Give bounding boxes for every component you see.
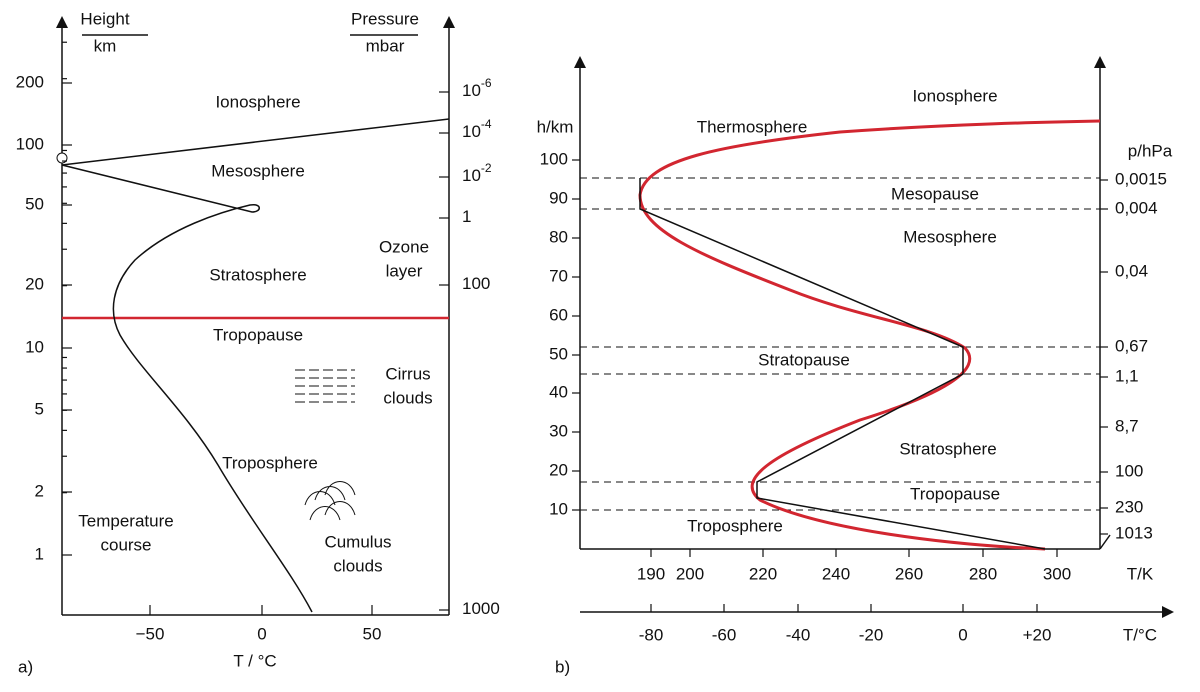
pressure-tick-label: 1013 (1115, 523, 1153, 542)
pressure-tick-label: 1000 (462, 599, 500, 618)
note-label: course (100, 535, 151, 554)
note-label: clouds (333, 556, 382, 575)
x-tick-label: −50 (136, 624, 165, 643)
pressure-base: 10 (462, 122, 481, 141)
pressure-base: 100 (462, 274, 490, 293)
pressure-base: 10 (462, 81, 481, 100)
note-label: Cumulus (324, 532, 391, 551)
region-label: Thermosphere (697, 117, 808, 136)
note-label: clouds (383, 388, 432, 407)
pressure-exp: -6 (481, 76, 492, 90)
y-tick-label: 40 (549, 382, 568, 401)
region-label: Mesopause (891, 184, 979, 203)
pressure-tick-label: 0,004 (1115, 198, 1158, 217)
region-label: Mesosphere (903, 227, 997, 246)
y-tick-label: 1 (35, 544, 44, 563)
x-tick-label: 50 (363, 624, 382, 643)
x-tick-label: 0 (958, 625, 967, 644)
pressure-base: 1000 (462, 599, 500, 618)
region-label: Tropopause (213, 325, 303, 344)
note-label: Ozone (379, 237, 429, 256)
axis-title: p/hPa (1128, 141, 1173, 160)
pressure-tick-label: 230 (1115, 497, 1143, 516)
x-tick-label: 280 (969, 564, 997, 583)
y-tick-label: 20 (549, 460, 568, 479)
x-tick-label: 220 (749, 564, 777, 583)
y-tick-label: 80 (549, 227, 568, 246)
y-tick-label: 50 (549, 344, 568, 363)
axis-title: T / °C (233, 651, 276, 670)
x-tick-label: 240 (822, 564, 850, 583)
pressure-tick-label: 1 (462, 207, 471, 226)
x-tick-label: -40 (786, 625, 811, 644)
axis-title: T/°C (1123, 625, 1157, 644)
axis-title: Pressure (351, 9, 419, 28)
x-tick-label: +20 (1023, 625, 1052, 644)
pressure-base: 10 (462, 166, 481, 185)
region-label: Troposphere (222, 453, 318, 472)
y-tick-label: 5 (35, 399, 44, 418)
pressure-tick-label: 10-2 (462, 161, 492, 185)
region-label: Mesosphere (211, 161, 305, 180)
pressure-tick-label: 10-4 (462, 117, 492, 141)
note-label: Temperature (78, 511, 173, 530)
panel-label: a) (18, 657, 33, 676)
axis-title: km (94, 36, 117, 55)
axis-title: h/km (537, 117, 574, 136)
x-tick-label: -20 (859, 625, 884, 644)
pressure-tick-label: 0,04 (1115, 261, 1148, 280)
region-label: Tropopause (910, 484, 1000, 503)
pressure-exp: -4 (481, 117, 492, 131)
x-tick-label: 0 (257, 624, 266, 643)
y-tick-label: 200 (16, 72, 44, 91)
pressure-tick-label: 10-6 (462, 76, 492, 100)
region-label: Stratosphere (899, 439, 996, 458)
axis-title: Height (80, 9, 129, 28)
pressure-tick-label: 0,0015 (1115, 169, 1167, 188)
y-tick-label: 70 (549, 266, 568, 285)
y-tick-label: 100 (540, 149, 568, 168)
y-tick-label: 100 (16, 134, 44, 153)
y-tick-label: 10 (25, 337, 44, 356)
pressure-tick-label: 100 (1115, 461, 1143, 480)
x-tick-label: 300 (1043, 564, 1071, 583)
x-tick-label: 200 (676, 564, 704, 583)
y-tick-label: 90 (549, 188, 568, 207)
y-tick-label: 2 (35, 481, 44, 500)
x-tick-label: -60 (712, 625, 737, 644)
panel-label: b) (555, 657, 570, 676)
pressure-tick-label: 8,7 (1115, 416, 1139, 435)
y-tick-label: 10 (549, 499, 568, 518)
note-label: layer (386, 261, 423, 280)
y-tick-label: 30 (549, 421, 568, 440)
note-label: Cirrus (385, 364, 430, 383)
y-tick-label: 20 (25, 274, 44, 293)
pressure-tick-label: 1,1 (1115, 366, 1139, 385)
pressure-tick-label: 0,67 (1115, 336, 1148, 355)
x-tick-label: 260 (895, 564, 923, 583)
x-tick-label: 190 (637, 564, 665, 583)
region-label: Stratopause (758, 350, 850, 369)
panel-a-frame (56, 15, 455, 616)
region-label: Stratosphere (209, 265, 306, 284)
region-label: Troposphere (687, 516, 783, 535)
region-label: Ionosphere (215, 92, 300, 111)
y-tick-label: 50 (25, 194, 44, 213)
y-tick-label: 60 (549, 305, 568, 324)
x-tick-label: -80 (639, 625, 664, 644)
pressure-tick-label: 100 (462, 274, 490, 293)
pressure-base: 1 (462, 207, 471, 226)
axis-title: T/K (1127, 564, 1154, 583)
pressure-exp: -2 (481, 161, 492, 175)
region-label: Ionosphere (912, 86, 997, 105)
panel-b-frame (574, 56, 1174, 618)
axis-title: mbar (366, 36, 405, 55)
